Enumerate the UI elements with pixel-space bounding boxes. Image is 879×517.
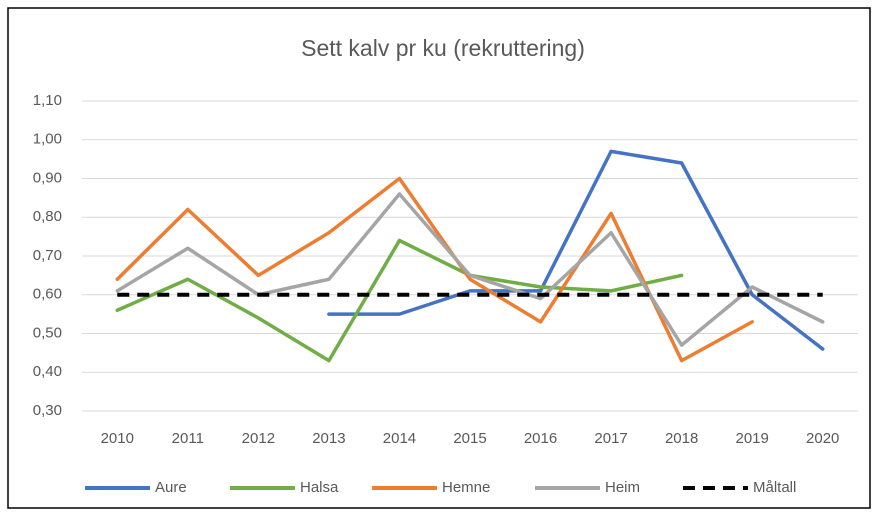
y-tick-label: 0,30 [33,402,62,419]
chart-border [7,7,871,509]
x-tick-label: 2017 [594,430,627,447]
y-tick-label: 1,10 [33,92,62,109]
x-tick-label: 2011 [172,430,204,447]
y-tick-label: 0,80 [33,208,62,225]
y-tick-label: 0,40 [33,363,62,380]
legend-label: Måltall [753,479,796,496]
y-tick-label: 0,50 [33,324,62,341]
legend-label: Hemne [442,479,490,496]
y-tick-label: 0,70 [33,247,62,264]
legend-label: Heim [605,479,640,496]
legend-label: Aure [155,479,187,496]
x-tick-label: 2016 [524,430,557,447]
series-line [327,149,825,351]
x-tick-label: 2018 [665,430,698,447]
y-tick-label: 0,90 [33,169,62,186]
x-tick-label: 2010 [101,430,134,447]
series-line [115,238,684,363]
x-tick-label: 2013 [312,430,345,447]
x-tick-label: 2019 [735,430,768,447]
y-tick-label: 0,60 [33,286,62,303]
x-tick-label: 2020 [806,430,839,447]
y-tick-label: 1,00 [33,131,62,148]
series-line [115,192,825,347]
x-tick-label: 2015 [453,430,486,447]
legend-label: Halsa [300,479,339,496]
chart-title: Sett kalv pr ku (rekruttering) [301,35,585,61]
x-tick-label: 2012 [242,430,275,447]
x-tick-label: 2014 [383,430,416,447]
